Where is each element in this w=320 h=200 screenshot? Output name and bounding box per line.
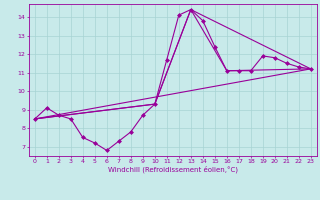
X-axis label: Windchill (Refroidissement éolien,°C): Windchill (Refroidissement éolien,°C) <box>108 166 238 173</box>
